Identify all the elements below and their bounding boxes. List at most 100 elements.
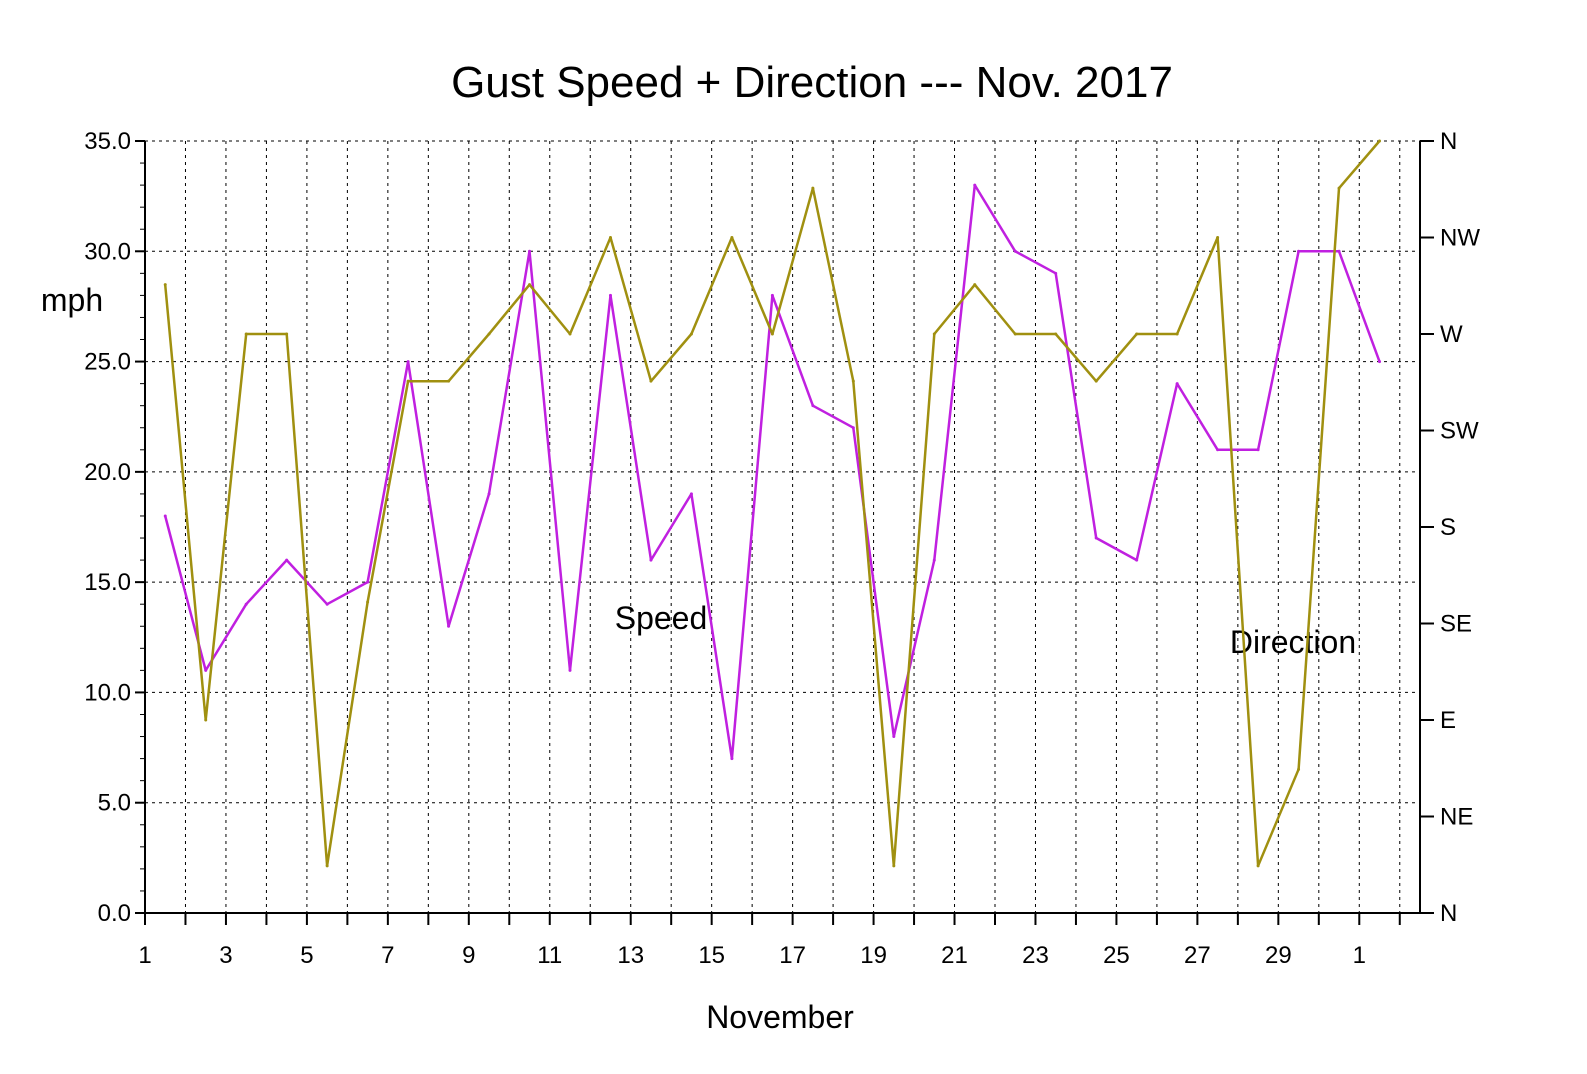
data-point-direction xyxy=(325,864,329,868)
axes xyxy=(144,141,1421,914)
data-point-direction xyxy=(1054,332,1058,336)
x-tick-label: 5 xyxy=(300,942,313,969)
x-tick-label: 25 xyxy=(1103,942,1130,969)
x-tick-label: 27 xyxy=(1184,942,1211,969)
data-point-direction xyxy=(1216,236,1220,239)
y-tick-label: 25.0 xyxy=(84,349,131,376)
direction-annotation: Direction xyxy=(1230,624,1356,660)
data-point-direction xyxy=(447,379,451,383)
x-tick-label: 1 xyxy=(1353,942,1366,969)
data-point-direction xyxy=(689,332,693,336)
direction-tick-label: W xyxy=(1440,321,1463,348)
data-point-speed xyxy=(1094,536,1098,540)
data-point-speed xyxy=(366,580,370,584)
data-point-speed xyxy=(487,492,491,496)
data-point-speed xyxy=(447,624,451,628)
ticks: 0.0 5.0 10.0 15.0 20.0 25.0 30.0 35.0 N NE E SE S SW W… xyxy=(84,128,1480,969)
data-point-speed xyxy=(689,492,693,496)
x-tick-label: 9 xyxy=(462,942,475,969)
x-tick-label: 15 xyxy=(698,942,725,969)
x-tick-label: 7 xyxy=(381,942,394,969)
data-point-direction xyxy=(811,186,815,190)
data-point-direction xyxy=(1297,767,1301,771)
x-tick-label: 23 xyxy=(1022,942,1049,969)
direction-tick-label: NW xyxy=(1440,225,1480,252)
data-point-direction xyxy=(1175,332,1179,336)
data-point-speed xyxy=(568,668,572,672)
x-tick-label: 19 xyxy=(860,942,887,969)
y-tick-label: 0.0 xyxy=(98,900,131,927)
data-point-speed xyxy=(851,426,855,430)
data-point-direction xyxy=(1378,139,1382,143)
data-point-direction xyxy=(973,283,977,287)
data-point-direction xyxy=(487,332,491,336)
x-tick-label: 11 xyxy=(537,942,562,969)
direction-tick-label: N xyxy=(1440,128,1457,155)
data-point-direction xyxy=(244,332,248,336)
data-point-direction xyxy=(730,236,734,239)
y-tick-label: 15.0 xyxy=(84,569,131,596)
chart-title: Gust Speed + Direction --- Nov. 2017 xyxy=(451,58,1173,107)
data-point-speed xyxy=(1378,360,1382,364)
y-tick-label: 20.0 xyxy=(84,459,131,486)
data-point-speed xyxy=(325,602,329,606)
direction-tick-label: NE xyxy=(1440,804,1473,831)
speed-annotation: Speed xyxy=(615,600,708,636)
data-point-direction xyxy=(851,379,855,383)
data-point-direction xyxy=(528,283,532,287)
x-tick-label: 21 xyxy=(941,942,968,969)
data-point-speed xyxy=(1054,271,1058,275)
data-point-direction xyxy=(932,332,936,336)
data-point-speed xyxy=(973,183,977,187)
direction-tick-label: SW xyxy=(1440,418,1479,445)
data-point-speed xyxy=(528,249,532,253)
data-point-speed xyxy=(649,558,653,562)
data-point-speed xyxy=(204,668,208,672)
data-point-direction xyxy=(366,600,370,604)
y-tick-label: 5.0 xyxy=(98,790,131,817)
data-point-speed xyxy=(1297,249,1301,253)
x-tick-label: 29 xyxy=(1265,942,1292,969)
y-tick-label: 10.0 xyxy=(84,679,131,706)
data-point-speed xyxy=(608,293,612,297)
data-point-direction xyxy=(892,864,896,868)
data-point-speed xyxy=(406,360,410,364)
x-tick-label: 17 xyxy=(779,942,806,969)
data-point-direction xyxy=(1094,379,1098,383)
data-point-direction xyxy=(163,283,167,287)
direction-tick-label: E xyxy=(1440,707,1456,734)
data-point-direction xyxy=(406,379,410,383)
data-point-direction xyxy=(608,236,612,239)
y-axis-label: mph xyxy=(41,282,103,318)
data-point-speed xyxy=(892,735,896,739)
data-point-direction xyxy=(770,332,774,336)
direction-tick-label: N xyxy=(1440,900,1457,927)
data-point-direction xyxy=(285,332,289,336)
x-tick-label: 3 xyxy=(219,942,232,969)
data-point-speed xyxy=(770,293,774,297)
data-point-speed xyxy=(1337,249,1341,253)
data-point-direction xyxy=(1135,332,1139,336)
grid xyxy=(145,140,1420,913)
direction-tick-label: S xyxy=(1440,514,1456,541)
y-tick-label: 35.0 xyxy=(84,128,131,155)
data-point-speed xyxy=(163,514,167,518)
direction-tick-label: SE xyxy=(1440,611,1472,638)
data-point-speed xyxy=(1013,249,1017,253)
data-point-speed xyxy=(1216,448,1220,452)
data-point-speed xyxy=(730,757,734,761)
data-point-speed xyxy=(1256,448,1260,452)
data-point-speed xyxy=(1135,558,1139,562)
data-point-direction xyxy=(1337,186,1341,190)
series-layer xyxy=(163,139,1382,868)
x-axis-label: November xyxy=(706,999,854,1035)
data-point-direction xyxy=(1013,332,1017,336)
data-point-speed xyxy=(285,558,289,562)
data-point-direction xyxy=(1256,864,1260,868)
x-tick-label: 1 xyxy=(138,942,151,969)
data-point-speed xyxy=(811,404,815,408)
x-tick-label: 13 xyxy=(617,942,644,969)
y-tick-label: 30.0 xyxy=(84,238,131,265)
data-point-speed xyxy=(932,558,936,562)
